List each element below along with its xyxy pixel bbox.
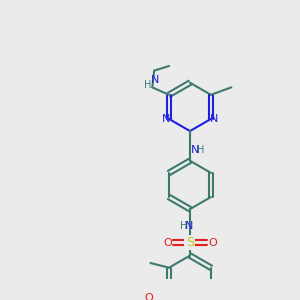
Text: H: H — [144, 80, 151, 90]
Text: O: O — [208, 238, 217, 248]
Text: S: S — [186, 236, 194, 249]
Text: N: N — [209, 114, 218, 124]
Text: N: N — [151, 75, 159, 85]
Text: O: O — [144, 293, 153, 300]
Text: N: N — [190, 145, 199, 154]
Text: H: H — [180, 221, 187, 231]
Text: H: H — [197, 145, 205, 154]
Text: N: N — [162, 114, 170, 124]
Text: N: N — [185, 221, 193, 231]
Text: O: O — [163, 238, 172, 248]
